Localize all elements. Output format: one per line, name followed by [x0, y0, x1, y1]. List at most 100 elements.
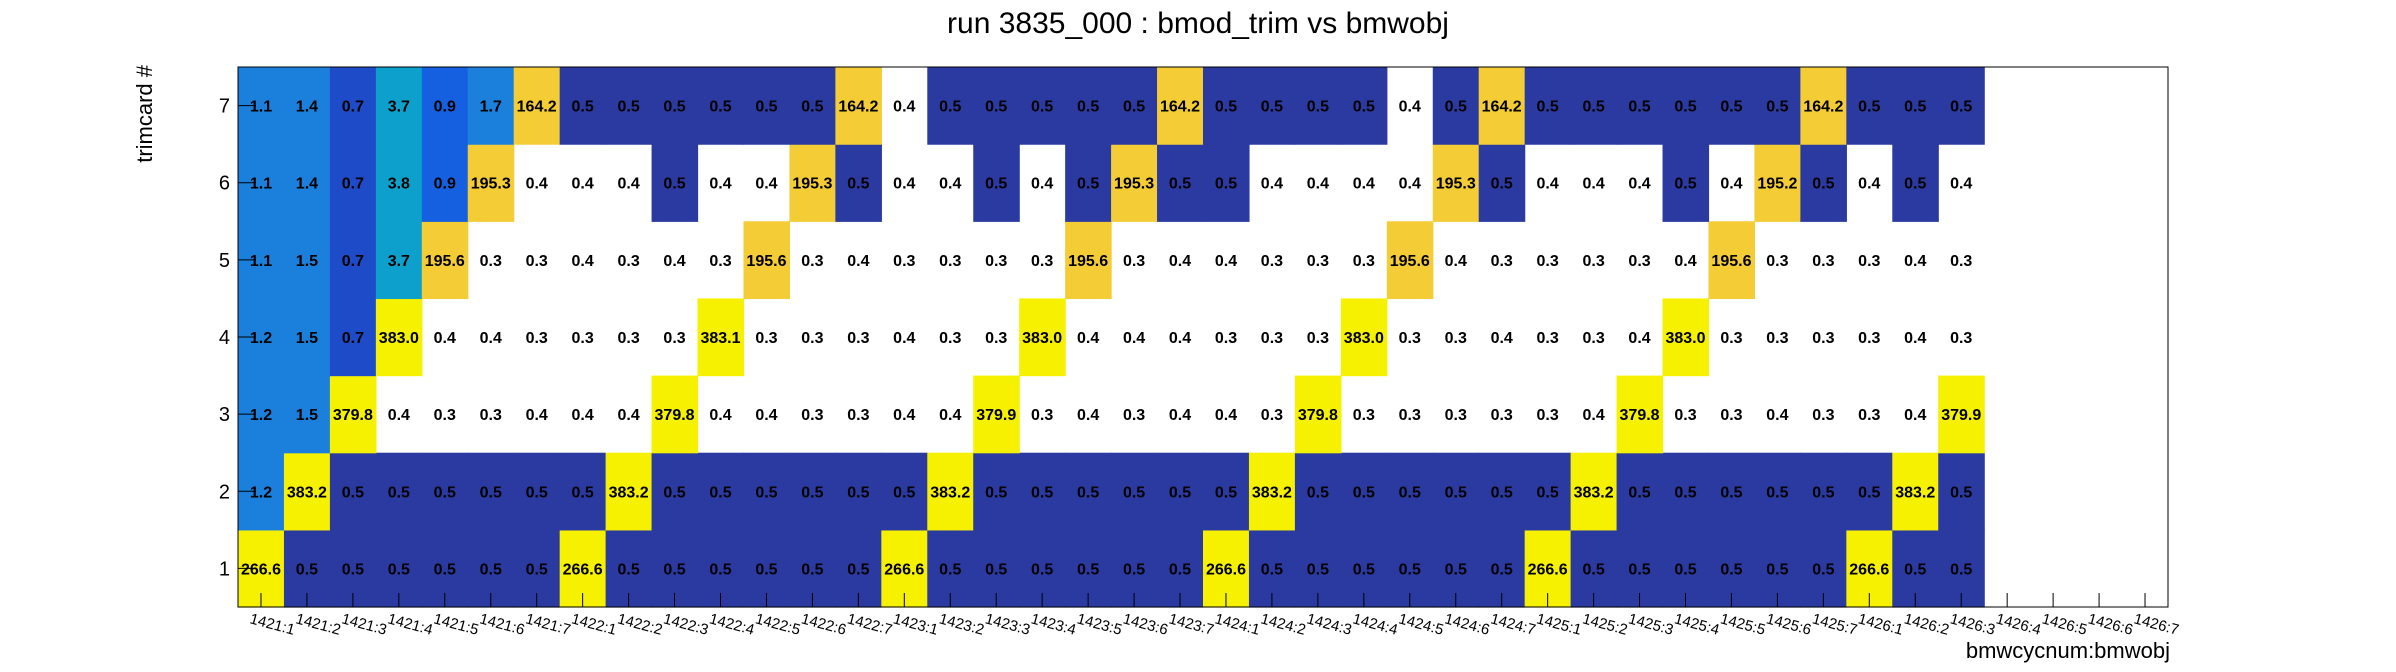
cell-value-label: 0.5 [1950, 561, 1972, 578]
cell-value-label: 0.4 [1904, 253, 1926, 270]
cell-value-label: 0.3 [801, 330, 823, 347]
heatmap-cell [283, 67, 331, 145]
cell-value-label: 0.5 [1950, 99, 1972, 116]
cell-value-label: 0.5 [1720, 561, 1742, 578]
cell-value-label: 0.5 [1261, 99, 1283, 116]
y-tick-label: 4 [219, 327, 230, 349]
cell-value-label: 0.3 [801, 253, 823, 270]
cell-value-label: 0.3 [1261, 330, 1283, 347]
cell-value-label: 0.3 [1858, 407, 1880, 424]
heatmap-cell [1065, 452, 1112, 531]
x-tick-label: 1425:2 [1581, 610, 1630, 638]
heatmap-cell [1065, 221, 1112, 300]
cell-value-label: 0.5 [1307, 561, 1329, 578]
cell-value-label: 164.2 [838, 99, 878, 116]
cell-value-label: 0.5 [1720, 484, 1742, 501]
heatmap-cell [421, 221, 469, 300]
cell-value-label: 0.5 [1950, 484, 1972, 501]
x-tick-label: 1424:6 [1443, 610, 1492, 638]
cell-value-label: 0.3 [1858, 253, 1880, 270]
cell-value-label: 0.5 [1491, 176, 1513, 193]
heatmap-cell [1662, 144, 1710, 222]
heatmap-cell [1892, 452, 1939, 531]
cell-value-label: 0.4 [893, 99, 915, 116]
heatmap-cell [375, 67, 423, 145]
cell-value-label: 0.4 [939, 407, 961, 424]
cell-value-label: 164.2 [1160, 99, 1200, 116]
cell-value-label: 0.5 [1628, 561, 1650, 578]
cell-value-label: 0.5 [1353, 484, 1375, 501]
heatmap-cell [1203, 452, 1250, 531]
cell-value-label: 0.5 [1491, 484, 1513, 501]
cell-value-label: 0.3 [1537, 407, 1559, 424]
cell-value-label: 0.3 [939, 330, 961, 347]
cell-value-label: 0.3 [1445, 407, 1467, 424]
cell-value-label: 0.5 [1215, 176, 1237, 193]
cell-value-label: 266.6 [563, 561, 603, 578]
heatmap-cell [1019, 452, 1066, 531]
cell-value-label: 0.3 [709, 253, 731, 270]
x-axis-label: bmwcycnum:bmwobj [1966, 638, 2170, 663]
cell-value-label: 379.8 [1620, 407, 1660, 424]
cell-value-label: 383.0 [1665, 330, 1705, 347]
cell-value-label: 195.6 [1068, 253, 1108, 270]
cell-value-label: 0.3 [1950, 253, 1972, 270]
cell-value-label: 0.4 [1537, 176, 1559, 193]
cell-value-label: 0.3 [1491, 407, 1513, 424]
cell-value-label: 1.1 [250, 253, 272, 270]
cell-value-label: 0.5 [617, 99, 639, 116]
heatmap-cell [835, 144, 882, 222]
heatmap-cell [1570, 452, 1618, 531]
cell-value-label: 0.4 [1491, 330, 1513, 347]
cell-value-label: 0.5 [847, 484, 869, 501]
x-tick-label: 1425:4 [1672, 610, 1721, 638]
heatmap-cell [1157, 144, 1204, 222]
cell-value-label: 0.3 [1031, 407, 1053, 424]
cell-value-label: 0.7 [342, 253, 364, 270]
heatmap-cell [1340, 298, 1388, 377]
cell-value-label: 0.5 [985, 561, 1007, 578]
x-tick-label: 1426:2 [1902, 610, 1951, 638]
y-tick-label: 2 [219, 481, 230, 503]
cell-value-label: 164.2 [517, 99, 557, 116]
cell-value-label: 1.5 [296, 407, 318, 424]
heatmap-cell [1754, 452, 1801, 531]
cell-value-label: 0.5 [985, 99, 1007, 116]
cell-value-label: 0.4 [388, 407, 410, 424]
heatmap-cell [835, 67, 882, 145]
cell-value-label: 0.5 [1537, 484, 1559, 501]
cell-value-label: 1.1 [250, 99, 272, 116]
cell-value-label: 0.7 [342, 176, 364, 193]
cell-value-label: 0.3 [617, 330, 639, 347]
cell-value-label: 0.5 [1537, 99, 1559, 116]
x-tick-label: 1421:7 [524, 610, 573, 638]
heatmap-cell [1157, 452, 1204, 531]
cell-value-label: 0.4 [1123, 330, 1145, 347]
cell-value-label: 383.2 [1895, 484, 1935, 501]
cell-value-label: 0.3 [480, 407, 502, 424]
cell-value-label: 0.3 [1353, 407, 1375, 424]
cell-value-label: 0.5 [434, 484, 456, 501]
cell-value-label: 0.5 [388, 561, 410, 578]
cell-value-label: 0.5 [1215, 484, 1237, 501]
cell-value-label: 0.4 [755, 407, 777, 424]
cell-value-label: 379.8 [333, 407, 373, 424]
cell-value-label: 0.5 [709, 484, 731, 501]
cell-value-label: 383.2 [1252, 484, 1292, 501]
cell-value-label: 0.4 [1628, 176, 1650, 193]
heatmap-cell [1478, 452, 1526, 531]
x-tick-label: 1424:5 [1397, 610, 1446, 638]
cell-value-label: 0.4 [1399, 99, 1421, 116]
cell-value-label: 1.4 [296, 99, 318, 116]
cell-value-label: 0.5 [342, 561, 364, 578]
cell-value-label: 0.4 [1858, 176, 1880, 193]
heatmap-cell [1248, 452, 1296, 531]
cell-value-label: 383.2 [1574, 484, 1614, 501]
heatmap-cell [973, 144, 1020, 222]
cell-value-label: 0.4 [617, 176, 639, 193]
heatmap-cell [789, 67, 836, 145]
cell-value-label: 0.5 [1077, 176, 1099, 193]
cell-value-label: 0.4 [572, 176, 594, 193]
x-tick-label: 1423:2 [937, 610, 986, 638]
heatmap-cell [329, 221, 377, 300]
